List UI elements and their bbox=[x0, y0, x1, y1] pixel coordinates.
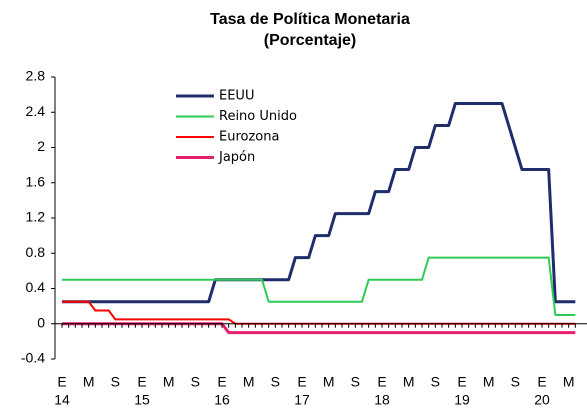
x-tick-label: S bbox=[191, 374, 200, 390]
x-tick-label: E bbox=[457, 374, 466, 390]
x-tick-label: M bbox=[243, 374, 255, 390]
x-year-label: 17 bbox=[294, 392, 310, 408]
x-tick-label: S bbox=[111, 374, 120, 390]
x-year-label: 19 bbox=[454, 392, 470, 408]
x-year-label: 16 bbox=[214, 392, 230, 408]
x-tick-label: S bbox=[431, 374, 440, 390]
x-tick-label: E bbox=[377, 374, 386, 390]
x-tick-label: M bbox=[483, 374, 495, 390]
legend-label: EEUU bbox=[219, 89, 254, 104]
x-year-label: 14 bbox=[54, 392, 70, 408]
x-tick-label: S bbox=[271, 374, 280, 390]
x-tick-label: E bbox=[137, 374, 146, 390]
y-tick-label: 2.4 bbox=[26, 103, 46, 119]
y-tick-label: 2 bbox=[37, 138, 45, 154]
x-tick-label: S bbox=[511, 374, 520, 390]
legend-label: Reino Unido bbox=[219, 109, 297, 124]
legend-label: Eurozona bbox=[219, 130, 279, 145]
y-tick-label: 1.6 bbox=[26, 173, 46, 189]
line-series bbox=[62, 322, 576, 335]
line-series bbox=[62, 256, 576, 316]
x-tick-label: M bbox=[83, 374, 95, 390]
chart-title: Tasa de Política Monetaria bbox=[210, 11, 410, 28]
x-tick-label: E bbox=[217, 374, 226, 390]
x-year-label: 18 bbox=[374, 392, 390, 408]
legend-label: Japón bbox=[218, 150, 255, 165]
y-tick-label: -0.4 bbox=[21, 350, 45, 366]
line-series bbox=[62, 300, 576, 325]
x-tick-label: M bbox=[563, 374, 575, 390]
y-tick-label: 0 bbox=[37, 314, 45, 330]
x-tick-label: M bbox=[323, 374, 335, 390]
chart-subtitle: (Porcentaje) bbox=[264, 32, 356, 49]
x-tick-label: E bbox=[537, 374, 546, 390]
y-tick-label: 1.2 bbox=[26, 209, 46, 225]
x-tick-label: E bbox=[57, 374, 66, 390]
x-tick-label: S bbox=[351, 374, 360, 390]
x-year-label: 20 bbox=[534, 392, 550, 408]
x-tick-label: M bbox=[403, 374, 415, 390]
x-tick-label: E bbox=[297, 374, 306, 390]
x-tick-label: M bbox=[163, 374, 175, 390]
y-tick-label: 0.4 bbox=[26, 279, 46, 295]
line-series bbox=[62, 101, 576, 304]
x-year-label: 15 bbox=[134, 392, 150, 408]
y-tick-label: 2.8 bbox=[26, 68, 46, 84]
y-tick-label: 0.8 bbox=[26, 244, 46, 260]
